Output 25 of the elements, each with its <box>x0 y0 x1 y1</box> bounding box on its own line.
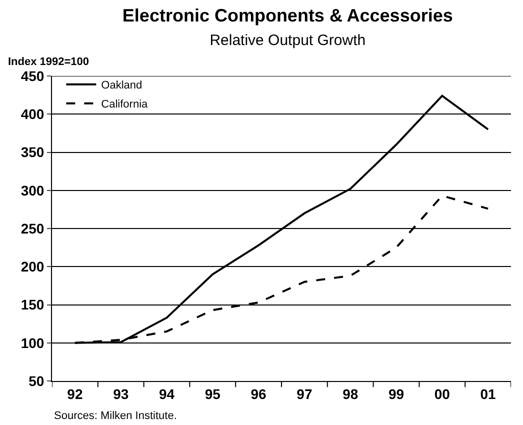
y-tick-label: 250 <box>20 220 44 236</box>
legend-label: California <box>101 98 149 111</box>
y-tick-label: 300 <box>20 182 44 198</box>
x-tick-label: 95 <box>204 386 221 402</box>
x-tick-label: 98 <box>342 386 358 402</box>
legend-label: Oakland <box>101 80 142 92</box>
source-note: Sources: Milken Institute. <box>54 410 177 422</box>
y-tick-label: 150 <box>20 296 44 313</box>
x-tick-label: 97 <box>296 386 312 402</box>
y-tick-label: 350 <box>20 144 44 160</box>
x-tick-label: 99 <box>388 386 404 402</box>
x-tick-label: 01 <box>480 386 496 402</box>
y-tick-label: 450 <box>20 68 44 84</box>
x-tick-label: 94 <box>158 386 175 402</box>
x-tick-label: 93 <box>113 386 129 402</box>
y-tick-label: 100 <box>20 334 44 351</box>
x-tick-label: 96 <box>250 386 267 402</box>
y-axis-title: Index 1992=100 <box>8 56 90 68</box>
x-tick-label: 00 <box>434 386 450 402</box>
chart-title: Electronic Components & Accessories <box>122 6 453 26</box>
y-tick-label: 400 <box>20 106 44 122</box>
y-tick-label: 200 <box>20 258 44 275</box>
x-tick-label: 92 <box>67 386 83 402</box>
y-tick-label: 50 <box>28 372 44 389</box>
chart-subtitle: Relative Output Growth <box>210 32 366 49</box>
